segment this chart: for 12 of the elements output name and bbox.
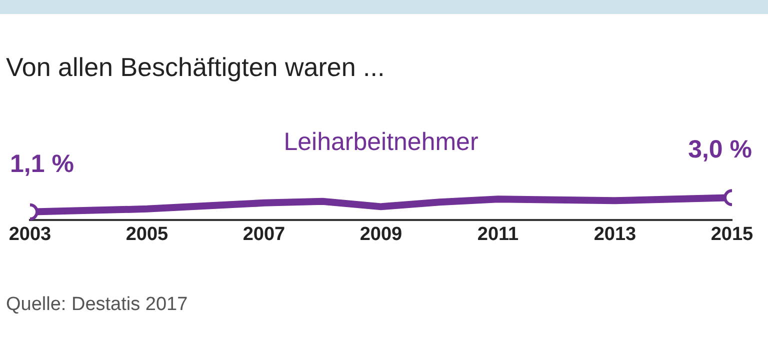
x-tick-label: 2013 bbox=[594, 224, 636, 245]
x-tick-label: 2011 bbox=[477, 224, 520, 245]
chart-title: Von allen Beschäftigten waren ... bbox=[6, 52, 385, 82]
data-label: 3,0 % bbox=[688, 136, 752, 164]
x-tick-label: 2005 bbox=[126, 224, 169, 245]
x-tick-label: 2009 bbox=[360, 224, 402, 245]
series-label: Leiharbeitnehmer bbox=[284, 128, 478, 156]
x-tick-label: 2007 bbox=[242, 224, 286, 245]
data-label: 1,1 % bbox=[10, 150, 74, 178]
source-note: Quelle: Destatis 2017 bbox=[6, 294, 188, 315]
x-tick-label: 2015 bbox=[710, 224, 754, 245]
x-tick-label: 2003 bbox=[8, 224, 52, 245]
